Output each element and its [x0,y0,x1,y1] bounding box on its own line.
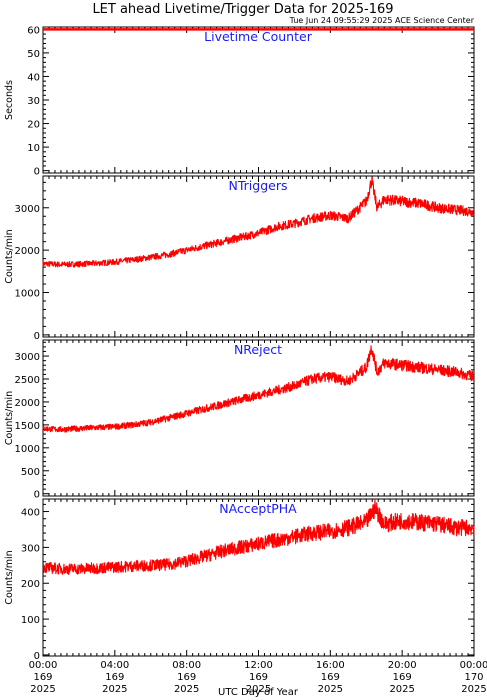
x-tick-label: 08:00 [172,660,201,671]
series-line [42,345,475,433]
panel-1: 0 10 20 30 40 50 60 Seconds Livetime Counter [4,25,475,178]
panel-title: Livetime Counter [204,29,313,44]
y-tick-label: 0 [34,490,40,501]
x-tick-label: 20:00 [388,660,417,671]
figure-title: LET ahead Livetime/Trigger Data for 2025… [92,2,393,17]
x-axis-ticks: 00:00169202504:00169202508:00169202512:0… [29,660,487,695]
x-tick-label: 169 [393,672,412,683]
x-tick-label: 169 [321,672,340,683]
x-tick-label: 2025 [246,684,271,695]
panel-title: NTriggers [229,178,288,193]
y-tick-label: 0 [34,167,40,178]
x-tick-label: 00:00 [29,660,58,671]
x-tick-label: 170 [464,672,483,683]
x-tick-label: 00:00 [460,660,487,671]
x-tick-label: 2025 [318,684,343,695]
panel-2: 0 1000 2000 3000 Counts/min NTriggers [4,175,475,342]
y-tick-label: 50 [27,49,40,60]
x-tick-label: 16:00 [316,660,345,671]
x-tick-label: 169 [33,672,52,683]
y-tick-label: 20 [27,120,40,131]
x-tick-label: 2025 [174,684,199,695]
y-tick-label: 30 [27,96,40,107]
x-tick-label: 12:00 [244,660,273,671]
y-tick-label: 2500 [15,375,40,386]
series-line [42,498,475,575]
x-tick-label: 2025 [461,684,486,695]
timestamp: Tue Jun 24 09:55:29 2025 ACE Science Cen… [289,16,475,25]
y-tick-label: 3000 [15,352,40,363]
y-tick-label: 3000 [15,204,40,215]
y-tick-label: 1500 [15,421,40,432]
panels: 0 10 20 30 40 50 60 Seconds Livetime Counter 0 100… [4,25,475,662]
panel-title: NAcceptPHA [219,501,297,516]
y-tick-label: 500 [21,467,40,478]
x-tick-label: 2025 [389,684,414,695]
x-tick-label: 169 [105,672,124,683]
x-tick-label: 169 [177,672,196,683]
y-tick-label: 0 [34,651,40,662]
y-axis-label: Seconds [4,80,15,120]
y-tick-label: 60 [27,25,40,36]
x-tick-label: 169 [249,672,268,683]
y-axis-label: Counts/min [4,229,15,283]
y-tick-label: 300 [21,543,40,554]
x-tick-label: 2025 [102,684,127,695]
y-tick-label: 400 [21,508,40,519]
y-axis-label: Counts/min [4,391,15,445]
y-tick-label: 0 [34,331,40,342]
panel-title: NReject [234,342,282,357]
panel-4: 0 100 200 300 400 Counts/min NAcceptPHA [4,498,475,662]
y-tick-label: 1000 [15,289,40,300]
y-tick-label: 40 [27,72,40,83]
panel-3: 0 500 1000 1500 2000 2500 3000 Counts/min NRejec… [4,339,475,501]
y-axis-label: Counts/min [4,550,15,604]
y-tick-label: 1000 [15,444,40,455]
x-tick-label: 04:00 [100,660,129,671]
x-axis-label: UTC Day of Year [218,687,299,698]
x-tick-label: 2025 [30,684,55,695]
y-tick-label: 2000 [15,398,40,409]
y-tick-label: 100 [21,615,40,626]
y-tick-label: 10 [27,143,40,154]
series-line [42,176,475,268]
y-tick-label: 200 [21,579,40,590]
y-tick-label: 2000 [15,246,40,257]
panel-frame [42,26,475,174]
